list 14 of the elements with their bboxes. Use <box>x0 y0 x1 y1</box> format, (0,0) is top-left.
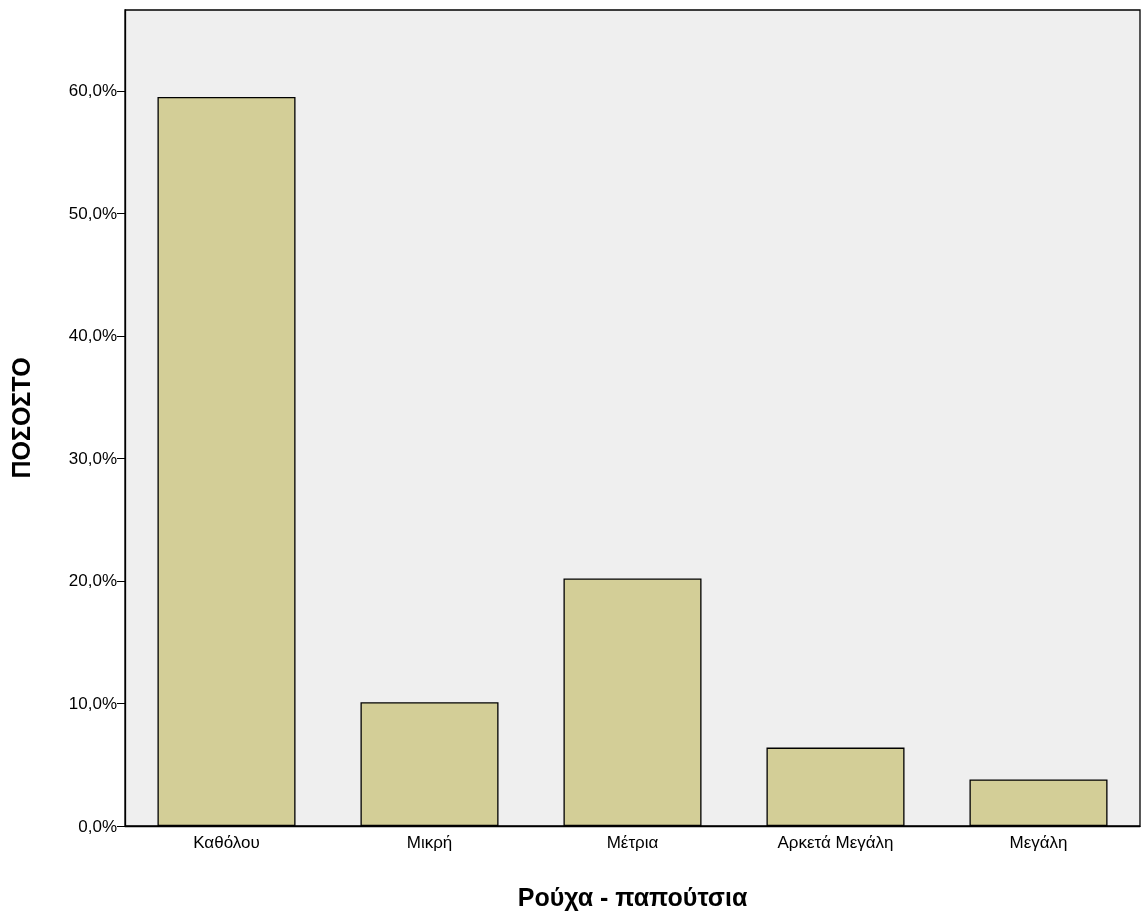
y-tick-label: 20,0% <box>68 571 117 591</box>
y-tick-label: 0,0% <box>78 816 117 836</box>
x-tick-label: Μέτρια <box>606 833 659 852</box>
y-tick-label: 30,0% <box>68 448 117 468</box>
x-tick-label: Μικρή <box>406 833 453 852</box>
y-tick-label: 60,0% <box>68 81 117 101</box>
x-axis-title: Ρούχα - παπούτσια <box>517 882 748 911</box>
x-tick-label: Μεγάλη <box>1009 833 1068 852</box>
y-tick-label: 50,0% <box>68 203 117 223</box>
x-tick-label: Αρκετά Μεγάλη <box>777 833 894 852</box>
x-tick-label: Καθόλου <box>193 833 260 852</box>
y-tick-label: 40,0% <box>68 326 117 346</box>
y-axis-title: ΠΟΣΟΣΤΟ <box>6 357 35 479</box>
y-tick-label: 10,0% <box>68 693 117 713</box>
